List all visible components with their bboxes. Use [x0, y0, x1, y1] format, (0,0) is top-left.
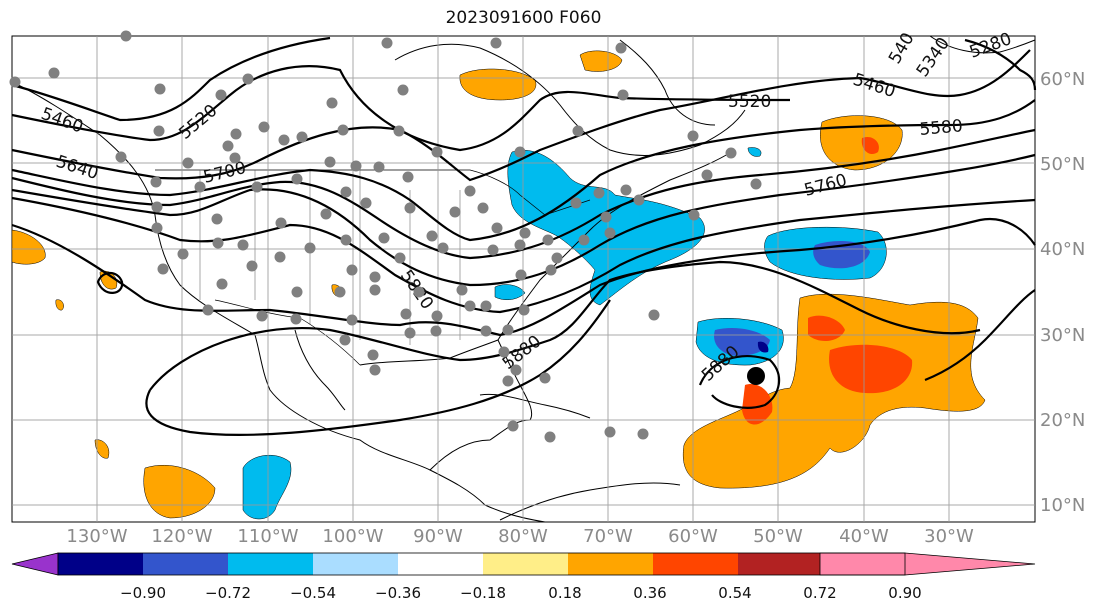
colorbar-tick: 0.36	[633, 584, 666, 602]
lon-label: 70°W	[583, 526, 633, 547]
anomaly-blue-6	[747, 147, 762, 157]
lat-label: 20°N	[1040, 410, 1085, 431]
anomaly-red-3	[742, 384, 773, 425]
hudson-bay-region	[394, 43, 746, 156]
east-coast	[497, 149, 736, 341]
contour-label: 5580	[919, 116, 964, 140]
cuba	[479, 393, 591, 419]
contour-5820-east	[924, 289, 1036, 382]
contour-5640	[11, 128, 1036, 260]
contour-5880-loop	[698, 355, 781, 409]
baja-gulf	[294, 329, 346, 411]
colorbar-segment	[738, 553, 820, 575]
colorbar-extend-left	[11, 552, 59, 576]
lon-label: 60°W	[668, 526, 718, 547]
contour-5460-west	[11, 36, 331, 122]
contour-5460-east	[11, 49, 1031, 182]
lat-label: 40°N	[1040, 239, 1085, 260]
lon-label: 110°W	[237, 526, 298, 547]
contour-label: 5520	[728, 92, 771, 112]
lon-label: 130°W	[66, 526, 127, 547]
contour-5880-lower	[145, 299, 611, 437]
colorbar-tick: −0.36	[375, 584, 421, 602]
anomaly-orange-4	[11, 229, 46, 265]
anomaly-orange-3	[820, 115, 903, 171]
colorbar-tick: 0.54	[718, 584, 751, 602]
lon-label: 100°W	[322, 526, 383, 547]
lon-label: 90°W	[413, 526, 463, 547]
gulf-coast	[359, 339, 533, 421]
map-title: 2023091600 F060	[445, 8, 602, 28]
colorbar-segment	[313, 553, 398, 575]
lon-label: 80°W	[498, 526, 548, 547]
contour-small-loop	[96, 271, 124, 294]
anomaly-blue-2	[494, 284, 526, 301]
colorbar-extend-right	[819, 552, 1036, 576]
station-dots	[9, 30, 762, 443]
storm-center-marker	[747, 367, 765, 385]
colorbar: −0.90 −0.72 −0.54 −0.36 −0.18 0.18 0.36 …	[11, 552, 1036, 602]
colorbar-segment	[143, 553, 228, 575]
longitude-labels: 130°W 120°W 110°W 100°W 90°W 80°W 70°W 6…	[66, 526, 974, 547]
colorbar-tick: 0.72	[803, 584, 836, 602]
lon-label: 40°W	[839, 526, 889, 547]
colorbar-tick: 0.18	[548, 584, 581, 602]
lon-label: 30°W	[924, 526, 974, 547]
anomaly-orange-9	[55, 299, 64, 311]
anomaly-orange-1	[459, 68, 537, 101]
colorbar-segment	[58, 553, 143, 575]
lat-label: 60°N	[1040, 69, 1085, 90]
lon-label: 50°W	[753, 526, 803, 547]
colorbar-segment	[483, 553, 568, 575]
south-america-coast	[499, 482, 681, 521]
anomaly-orange-2	[579, 50, 623, 72]
lat-label: 10°N	[1040, 495, 1085, 516]
anomaly-red-4	[861, 136, 879, 155]
contour-5820	[11, 217, 1036, 337]
colorbar-tick: 0.90	[888, 584, 921, 602]
labrador	[619, 39, 716, 126]
greenland-coast	[929, 35, 1036, 54]
colorbar-segment	[568, 553, 653, 575]
contour-5340	[964, 38, 1037, 91]
latitude-labels: 60°N 50°N 40°N 30°N 20°N 10°N	[1040, 69, 1085, 516]
lon-label: 120°W	[151, 526, 212, 547]
anomaly-blue-strong-4	[757, 341, 769, 353]
colorbar-tick: −0.90	[120, 584, 166, 602]
contour-5880-outer	[149, 260, 981, 391]
lat-label: 50°N	[1040, 154, 1085, 175]
anomaly-orange-5	[99, 270, 118, 290]
lat-label: 30°N	[1040, 325, 1085, 346]
colorbar-tick: −0.54	[290, 584, 336, 602]
colorbar-tick: −0.72	[205, 584, 251, 602]
anomaly-blue-5	[242, 454, 292, 520]
colorbar-segment	[228, 553, 313, 575]
colorbar-segment	[653, 553, 738, 575]
colorbar-tick: −0.18	[460, 584, 506, 602]
anomaly-blue-1	[507, 150, 705, 306]
colorbar-segment	[398, 553, 483, 575]
anomaly-red-2	[829, 344, 913, 394]
contour-5700	[11, 153, 1036, 287]
anomaly-orange-6	[682, 293, 986, 489]
